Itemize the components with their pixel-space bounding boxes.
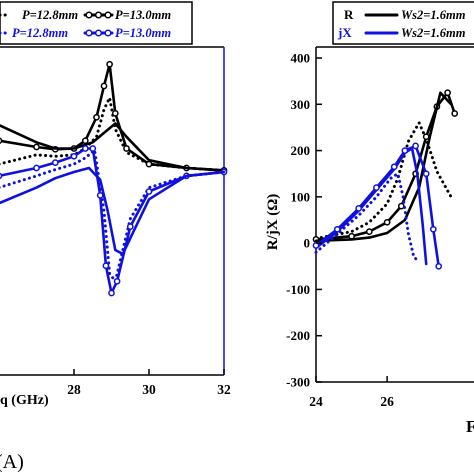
chart-a-marker-4-7 bbox=[102, 262, 110, 270]
chart-b-marker-1-4 bbox=[397, 202, 405, 210]
x-tick-label-a-1: 30 bbox=[142, 382, 156, 397]
chart-b-marker-1-9 bbox=[451, 110, 459, 117]
chart-b-marker-5-8 bbox=[429, 225, 437, 233]
legend-a-swatch-black-circles-circle-1 bbox=[94, 11, 103, 19]
legend-a bbox=[0, 1, 193, 45]
legend-a-row1-label1: P=12.8mm bbox=[22, 8, 78, 22]
chart-a-marker-1-4 bbox=[81, 137, 89, 145]
chart-a-marker-1-0 bbox=[0, 137, 3, 144]
chart-b-series-black-solid-2 bbox=[314, 91, 453, 243]
legend-a-swatch-black-circles-circle-2 bbox=[104, 11, 112, 19]
y-axis-title-b: R/jX (Ω) bbox=[265, 194, 281, 251]
chart-a-marker-4-10 bbox=[126, 223, 134, 230]
chart-a-series-blue-dotted-3 bbox=[0, 148, 226, 283]
chart-a-marker-4-1 bbox=[33, 164, 40, 172]
legend-b-row1-tag: R bbox=[344, 7, 354, 22]
chart-b-marker-5-3 bbox=[373, 184, 380, 191]
y-tick-label-b-3: 100 bbox=[291, 189, 311, 204]
chart-b-series-blue-dotted-3 bbox=[314, 172, 421, 264]
chart-a-marker-4-6 bbox=[96, 192, 104, 199]
chart-b-marker-1-3 bbox=[383, 218, 391, 226]
y-tick-label-b-2: 200 bbox=[291, 143, 311, 158]
legend-a-row2-label2: P=13.0mm bbox=[115, 26, 171, 40]
chart-b-marker-5-4 bbox=[390, 163, 398, 171]
chart-a-series-black-line-circles-1 bbox=[0, 62, 226, 172]
x-tick-label-a-0: 28 bbox=[67, 382, 81, 397]
legend-b bbox=[332, 1, 474, 45]
chart-a-marker-1-10 bbox=[145, 160, 153, 168]
chart-a: P=12.8mm P=13.0mm P=12.8mm P=13.0mm 28 30… bbox=[0, 1, 231, 473]
chart-b-marker-5-2 bbox=[355, 205, 363, 212]
y-tick-label-b-5: -100 bbox=[286, 282, 310, 297]
legend-a-row1-label2: P=13.0mm bbox=[115, 8, 171, 22]
chart-b-series-black-dotted-0 bbox=[314, 121, 453, 240]
chart-a-series-blue-line-circles-4 bbox=[0, 147, 226, 295]
chart-b-marker-1-6 bbox=[422, 133, 430, 141]
chart-a-marker-1-1 bbox=[33, 143, 40, 151]
y-tick-label-b-6: -200 bbox=[286, 328, 310, 343]
legend-b-row2-tag: jX bbox=[337, 25, 352, 40]
y-tick-label-b-0: 400 bbox=[291, 51, 311, 66]
y-tick-label-b-4: 0 bbox=[304, 236, 311, 251]
y-tick-label-b-1: 300 bbox=[291, 97, 311, 112]
chart-b-marker-5-5 bbox=[401, 147, 409, 154]
x-axis-title-a: q (GHz) bbox=[0, 393, 49, 408]
y-tick-label-b-7: -300 bbox=[286, 375, 310, 390]
legend-b-row2-label: Ws2=1.6mm bbox=[401, 26, 466, 40]
chart-a-marker-4-8 bbox=[108, 289, 115, 297]
chart-a-marker-1-7 bbox=[106, 60, 113, 68]
chart-b: R Ws2=1.6mm jX Ws2=1.6mm 400 300 200 100 0 -1… bbox=[265, 1, 474, 436]
chart-a-marker-4-3 bbox=[70, 152, 78, 160]
chart-a-marker-4-11 bbox=[145, 188, 153, 195]
chart-b-marker-5-7 bbox=[422, 170, 430, 178]
legend-a-row2-label1: P=12.8mm bbox=[12, 26, 68, 40]
legend-a-swatch-blue-circles-circle-2 bbox=[104, 29, 112, 37]
chart-a-marker-1-8 bbox=[111, 110, 119, 117]
x-tick-label-a-2: 32 bbox=[217, 382, 231, 397]
chart-b-marker-1-2 bbox=[365, 228, 373, 235]
legend-a-swatch-blue-circles-circle-1 bbox=[94, 29, 103, 37]
chart-b-marker-5-6 bbox=[412, 142, 419, 150]
chart-b-series-black-line-circles-1 bbox=[314, 91, 456, 241]
x-tick-label-b-1: 26 bbox=[380, 394, 394, 409]
legend-b-row1-label: Ws2=1.6mm bbox=[401, 8, 466, 22]
chart-a-marker-4-0 bbox=[0, 172, 3, 180]
chart-a-series-black-dotted-0 bbox=[0, 96, 226, 172]
legend-a-swatch-blue-circles-circle-0 bbox=[85, 29, 93, 37]
chart-a-series-blue-solid-5 bbox=[0, 166, 226, 256]
chart-b-marker-5-1 bbox=[333, 225, 341, 233]
chart-b-series-blue-line-circles-5 bbox=[314, 144, 440, 268]
chart-a-series-black-solid-2 bbox=[0, 122, 226, 172]
chart-a-marker-4-9 bbox=[113, 277, 121, 285]
chart-a-marker-1-5 bbox=[93, 113, 100, 121]
chart-a-marker-4-2 bbox=[51, 159, 59, 166]
chart-b-marker-1-8 bbox=[444, 89, 451, 97]
legend-a-swatch-black-circles-circle-0 bbox=[85, 11, 93, 19]
chart-b-marker-5-9 bbox=[435, 262, 443, 270]
panel-label-a: (A) bbox=[0, 451, 24, 473]
chart-a-marker-4-4 bbox=[81, 145, 89, 152]
x-tick-label-b-0: 24 bbox=[309, 394, 323, 409]
x-axis-title-b-fragment: F bbox=[466, 417, 474, 436]
chart-a-marker-1-6 bbox=[100, 82, 108, 90]
chart-a-marker-4-5 bbox=[89, 145, 97, 152]
chart-a-marker-1-9 bbox=[123, 145, 130, 152]
